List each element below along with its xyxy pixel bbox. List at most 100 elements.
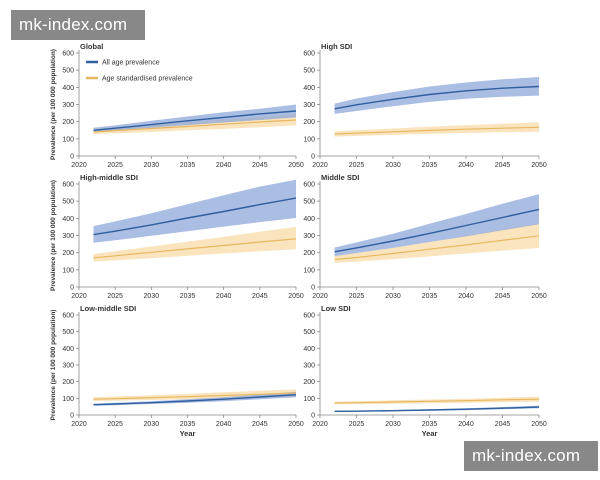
y-tick-label: 0 [311,154,315,161]
x-tick-label: 2045 [495,421,511,428]
x-tick-label: 2045 [495,162,511,169]
y-tick-label: 500 [303,199,315,206]
y-tick-label: 100 [303,267,315,274]
x-tick-label: 2050 [531,293,547,300]
x-tick-label: 2045 [252,293,268,300]
all-age-series-line [334,208,540,253]
x-tick-label: 2030 [144,293,160,300]
x-tick-label: 2050 [531,421,547,428]
x-tick-label: 2035 [422,421,438,428]
panel-global: 0 100 200 300 400 500 600 2020 2025 2030 2035 2040 2… [50,42,304,169]
y-axis-label: Prevalence (per 100 000 population) [50,180,57,291]
x-tick-label: 2040 [216,421,232,428]
y-tick-label: 0 [70,285,74,292]
x-tick-label: 2025 [349,293,365,300]
x-tick-label: 2035 [180,162,196,169]
panel-title: High-middle SDI [80,173,138,182]
x-tick-label: 2030 [144,162,160,169]
y-tick-label: 300 [62,233,74,240]
x-axis-label: Year [422,429,438,438]
age-std-series-line [93,392,297,400]
legend: All age prevalence Age standardised preva… [86,60,193,83]
panel-high-middle-sdi: 0 100 200 300 400 500 600 2020 2025 2030 2035 2040 2… [50,173,304,300]
y-tick-label: 100 [62,136,74,143]
panel-title: High SDI [321,42,352,51]
y-tick-label: 200 [303,250,315,257]
y-tick-label: 600 [62,51,74,58]
y-tick-label: 300 [303,363,315,370]
y-tick-label: 600 [62,182,74,189]
all-age-uncertainty-band [334,194,539,257]
y-axis-label: Prevalence (per 100 000 population) [50,49,57,160]
x-tick-label: 2020 [71,162,87,169]
x-tick-label: 2030 [385,421,401,428]
legend-label-age-std: Age standardised prevalence [102,76,193,83]
y-tick-label: 0 [70,413,74,420]
y-tick-label: 600 [303,313,315,320]
panel-high-sdi: 0 100 200 300 400 500 600 2020 2025 2030 2035 2040 2… [303,42,547,169]
y-tick-label: 300 [303,233,315,240]
y-axis-label: Prevalence (per 100 000 population) [50,310,57,421]
y-tick-label: 500 [62,199,74,206]
panel-title: Global [80,42,103,51]
x-tick-label: 2020 [71,421,87,428]
all-age-series-line [334,406,540,412]
panel-low-middle-sdi: 0 100 200 300 400 500 600 2020 2025 2030 2035 2040 2… [50,304,304,438]
x-tick-label: 2030 [144,421,160,428]
x-tick-label: 2040 [216,162,232,169]
age-std-series-line [334,398,540,404]
all-age-series-line [93,197,297,236]
y-tick-label: 200 [303,379,315,386]
y-tick-label: 100 [303,136,315,143]
x-tick-label: 2035 [422,293,438,300]
y-tick-label: 400 [303,346,315,353]
y-tick-label: 300 [62,102,74,109]
y-tick-label: 200 [62,379,74,386]
panel-low-sdi: 0 100 200 300 400 500 600 2020 2025 2030 2035 2040 2… [303,304,547,438]
x-tick-label: 2025 [107,162,123,169]
y-tick-label: 200 [62,119,74,126]
panel-middle-sdi: 0 100 200 300 400 500 600 2020 2025 2030 2035 2040 2… [303,173,547,300]
age-std-uncertainty-band [334,396,539,405]
y-tick-label: 0 [311,285,315,292]
all-age-series-line [93,110,297,131]
x-tick-label: 2020 [71,293,87,300]
y-tick-label: 400 [62,85,74,92]
panel-title: Low-middle SDI [80,304,136,313]
y-tick-label: 200 [62,250,74,257]
y-tick-label: 0 [70,154,74,161]
all-age-uncertainty-band [334,77,539,114]
x-tick-label: 2030 [385,162,401,169]
x-tick-label: 2020 [312,162,328,169]
x-tick-label: 2020 [312,421,328,428]
y-tick-label: 100 [303,396,315,403]
y-tick-label: 600 [303,182,315,189]
x-tick-label: 2020 [312,293,328,300]
y-tick-label: 0 [311,413,315,420]
age-std-series-line [334,235,540,261]
age-std-uncertainty-band [334,122,539,137]
x-tick-label: 2035 [180,421,196,428]
y-tick-label: 600 [303,51,315,58]
x-tick-label: 2045 [495,293,511,300]
y-tick-label: 500 [303,329,315,336]
all-age-uncertainty-band [93,391,296,406]
y-tick-label: 600 [62,313,74,320]
x-tick-label: 2040 [458,293,474,300]
watermark-bottom: mk-index.com [464,441,598,471]
y-tick-label: 300 [303,102,315,109]
panel-title: Low SDI [321,304,351,313]
x-tick-label: 2025 [349,162,365,169]
x-tick-label: 2045 [252,162,268,169]
x-tick-label: 2050 [288,162,304,169]
x-tick-label: 2040 [216,293,232,300]
x-tick-label: 2025 [107,421,123,428]
y-tick-label: 500 [303,68,315,75]
x-tick-label: 2025 [107,293,123,300]
x-tick-label: 2025 [349,421,365,428]
age-std-uncertainty-band [334,223,539,263]
y-tick-label: 300 [62,363,74,370]
y-tick-label: 100 [62,396,74,403]
age-std-series-line [93,119,297,133]
